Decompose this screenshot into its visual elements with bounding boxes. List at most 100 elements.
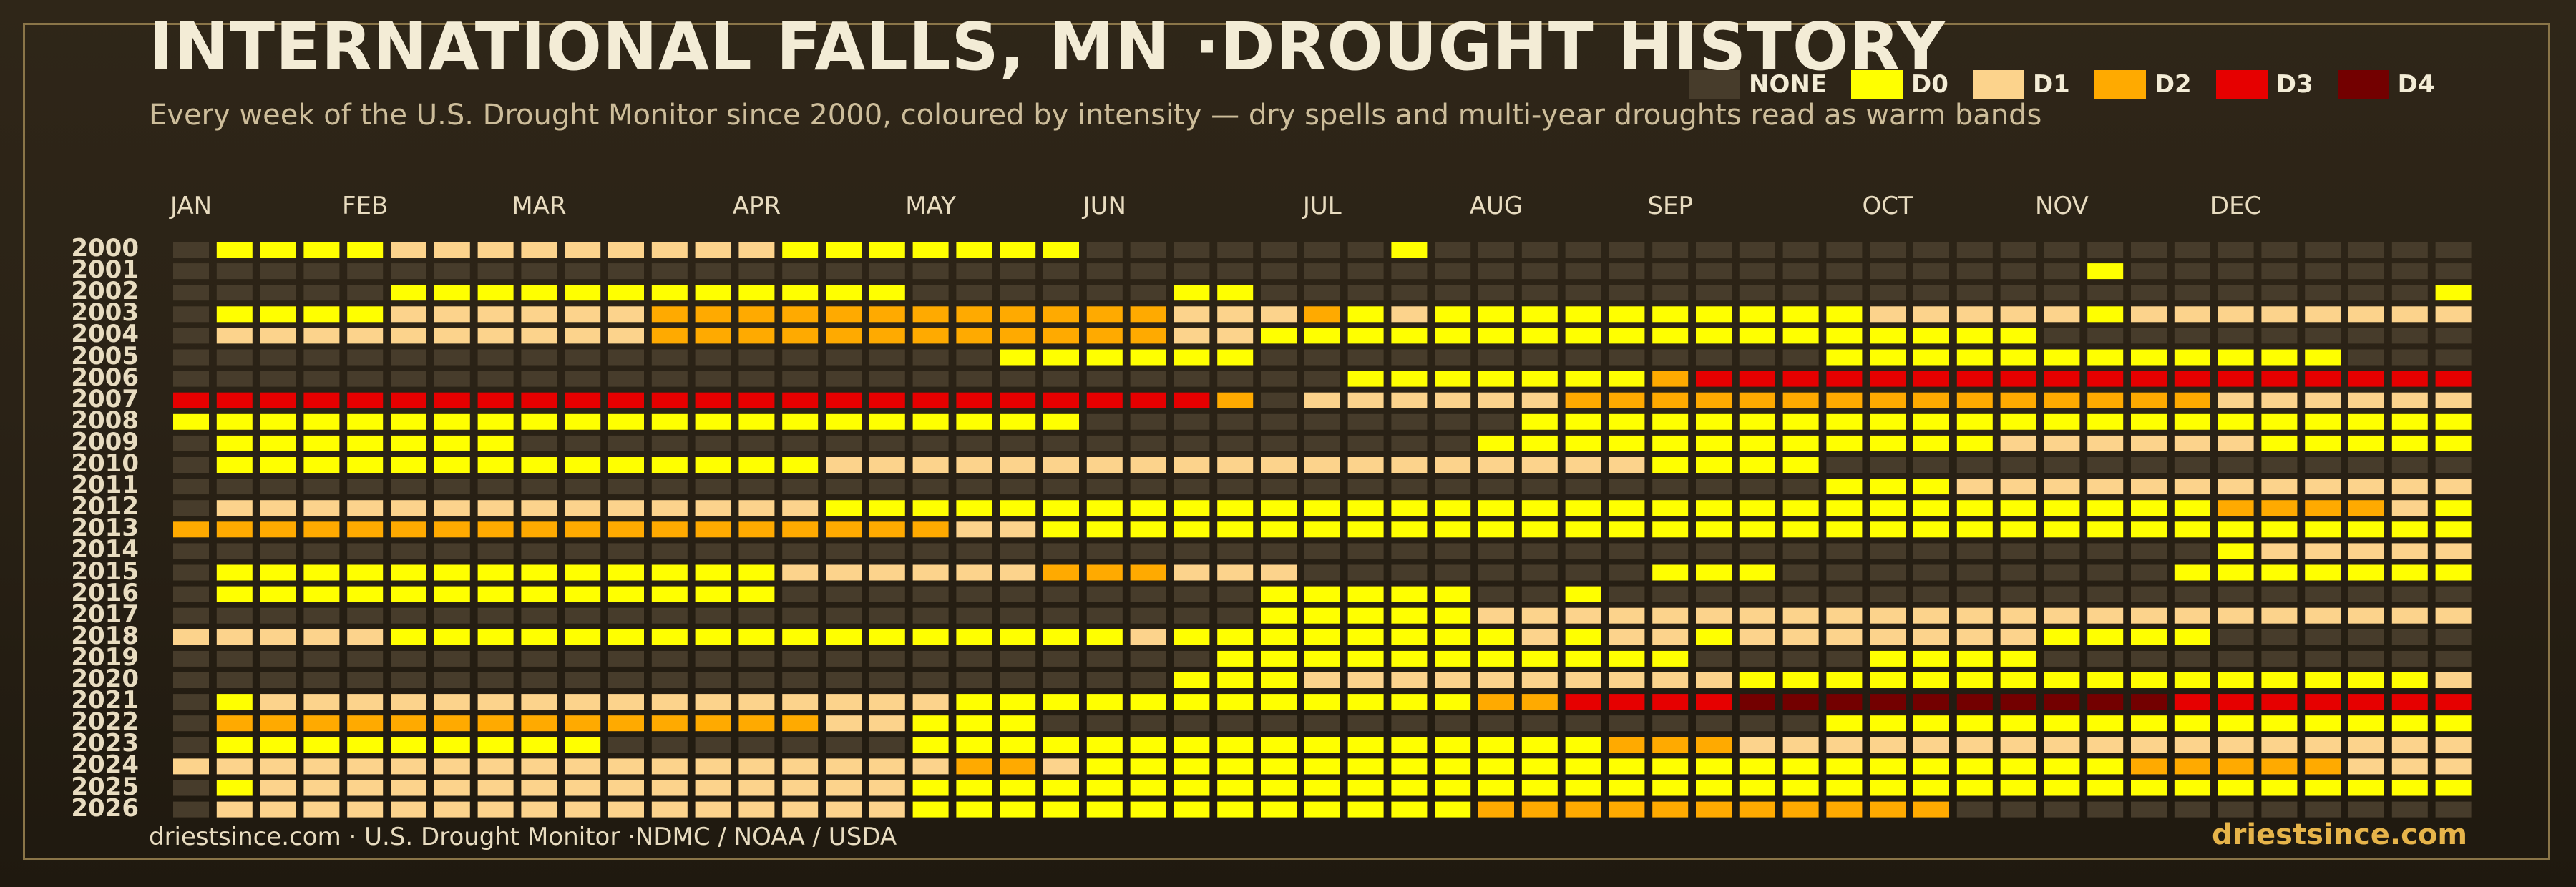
heatmap-cell bbox=[2000, 413, 2036, 430]
heatmap-cell bbox=[2435, 500, 2472, 516]
legend-swatch-none bbox=[1689, 70, 1740, 99]
heatmap-cell bbox=[477, 371, 514, 387]
heatmap-cell bbox=[2218, 435, 2254, 451]
heatmap-cell bbox=[1478, 285, 1514, 301]
heatmap-cell bbox=[2174, 715, 2210, 732]
heatmap-cell bbox=[1652, 392, 1689, 408]
heatmap-cell bbox=[1174, 413, 1210, 430]
heatmap-cell bbox=[826, 371, 862, 387]
heatmap-cell bbox=[1347, 650, 1384, 667]
heatmap-cell bbox=[1696, 694, 1732, 710]
heatmap-cell bbox=[912, 435, 949, 451]
heatmap-cell bbox=[912, 607, 949, 624]
heatmap-cell bbox=[956, 650, 992, 667]
heatmap-cell bbox=[477, 413, 514, 430]
heatmap-cell bbox=[216, 543, 253, 559]
heatmap-cell bbox=[2218, 564, 2254, 581]
heatmap-cell bbox=[1913, 650, 1949, 667]
heatmap-cell bbox=[1565, 328, 1601, 344]
heatmap-cell bbox=[1130, 242, 1166, 258]
year-label: 2017 bbox=[71, 599, 139, 629]
heatmap-cell bbox=[1826, 607, 1863, 624]
heatmap-cell bbox=[1696, 285, 1732, 301]
heatmap-cell bbox=[1391, 413, 1428, 430]
heatmap-cell bbox=[1086, 479, 1123, 495]
heatmap-cell bbox=[2174, 758, 2210, 775]
heatmap-cell bbox=[869, 801, 905, 818]
heatmap-cell bbox=[2131, 435, 2167, 451]
heatmap-cell bbox=[1000, 737, 1036, 753]
heatmap-cell bbox=[1826, 543, 1863, 559]
heatmap-cell bbox=[2218, 801, 2254, 818]
heatmap-cell bbox=[651, 607, 688, 624]
heatmap-cell bbox=[782, 285, 819, 301]
heatmap-cell bbox=[173, 650, 209, 667]
heatmap-cell bbox=[1347, 349, 1384, 366]
heatmap-cell bbox=[1696, 479, 1732, 495]
heatmap-cell bbox=[2391, 328, 2428, 344]
heatmap-cell bbox=[1261, 457, 1297, 473]
heatmap-cell bbox=[1043, 715, 1079, 732]
heatmap-cell bbox=[2174, 737, 2210, 753]
heatmap-cell bbox=[2174, 629, 2210, 645]
heatmap-cell bbox=[216, 392, 253, 408]
heatmap-cell bbox=[651, 564, 688, 581]
heatmap-cell bbox=[1609, 435, 1645, 451]
heatmap-cell bbox=[1043, 543, 1079, 559]
heatmap-cell bbox=[1261, 306, 1297, 323]
heatmap-cell bbox=[1000, 242, 1036, 258]
heatmap-cell bbox=[695, 543, 731, 559]
heatmap-cell bbox=[651, 242, 688, 258]
heatmap-cell bbox=[1000, 672, 1036, 688]
heatmap-cell bbox=[738, 242, 775, 258]
heatmap-cell bbox=[347, 521, 384, 538]
heatmap-cell bbox=[912, 758, 949, 775]
heatmap-cell bbox=[1130, 586, 1166, 602]
heatmap-cell bbox=[2044, 715, 2080, 732]
heatmap-cell bbox=[347, 435, 384, 451]
year-label: 2022 bbox=[71, 707, 139, 737]
heatmap-cell bbox=[956, 435, 992, 451]
heatmap-cell bbox=[1130, 758, 1166, 775]
heatmap-cell bbox=[260, 629, 296, 645]
heatmap-cell bbox=[1521, 607, 1558, 624]
heatmap-cell bbox=[608, 349, 644, 366]
heatmap-cell bbox=[565, 521, 601, 538]
heatmap-cell bbox=[1391, 285, 1428, 301]
heatmap-cell bbox=[173, 607, 209, 624]
heatmap-cell bbox=[391, 371, 426, 387]
heatmap-cell bbox=[216, 672, 253, 688]
heatmap-cell bbox=[565, 564, 601, 581]
heatmap-cell bbox=[1696, 801, 1732, 818]
heatmap-cell bbox=[391, 564, 426, 581]
heatmap-cell bbox=[1652, 285, 1689, 301]
heatmap-cell bbox=[1000, 392, 1036, 408]
heatmap-cell bbox=[1478, 328, 1514, 344]
heatmap-cell bbox=[1043, 758, 1079, 775]
heatmap-cell bbox=[347, 586, 384, 602]
heatmap-cell bbox=[347, 629, 384, 645]
heatmap-cell bbox=[2435, 737, 2472, 753]
heatmap-cell bbox=[1782, 521, 1819, 538]
heatmap-cell bbox=[216, 758, 253, 775]
heatmap-cell bbox=[2174, 435, 2210, 451]
heatmap-cell bbox=[216, 780, 253, 796]
heatmap-cell bbox=[1956, 349, 1993, 366]
heatmap-cell bbox=[477, 607, 514, 624]
heatmap-cell bbox=[2348, 435, 2384, 451]
heatmap-cell bbox=[434, 371, 470, 387]
heatmap-cell bbox=[391, 285, 426, 301]
heatmap-cell bbox=[1478, 457, 1514, 473]
heatmap-cell bbox=[608, 780, 644, 796]
heatmap-cell bbox=[565, 607, 601, 624]
heatmap-cell bbox=[260, 521, 296, 538]
heatmap-cell bbox=[826, 780, 862, 796]
heatmap-cell bbox=[912, 737, 949, 753]
heatmap-cell bbox=[1521, 328, 1558, 344]
heatmap-cell bbox=[1521, 371, 1558, 387]
heatmap-cell bbox=[1435, 607, 1471, 624]
heatmap-cell bbox=[1347, 629, 1384, 645]
heatmap-cell bbox=[1956, 457, 1993, 473]
heatmap-cell bbox=[2305, 737, 2341, 753]
heatmap-cell bbox=[738, 715, 775, 732]
